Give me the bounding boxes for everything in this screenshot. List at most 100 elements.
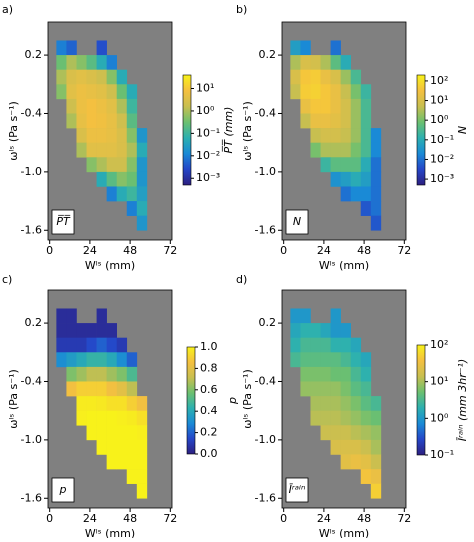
heatmap-cell <box>76 323 87 338</box>
heatmap-cell <box>350 366 362 382</box>
heatmap-cell <box>300 323 311 338</box>
inset-label: N <box>293 215 301 228</box>
heatmap-cell <box>340 113 352 129</box>
heatmap-cell <box>106 55 118 70</box>
heatmap-cell <box>290 84 301 100</box>
heatmap-cell <box>330 113 341 129</box>
heatmap-cell <box>340 69 352 85</box>
plot-frame <box>281 289 407 509</box>
colorbar-tick-label: 10² <box>430 74 448 87</box>
heatmap-cell <box>116 425 128 441</box>
colorbar-tick-label: 10⁻¹ <box>430 133 454 146</box>
heatmap-cell <box>350 337 362 353</box>
y-tick-label: -0.4 <box>21 374 42 387</box>
heatmap-cell <box>136 128 148 143</box>
heatmap-cell <box>350 84 362 100</box>
heatmap-cell <box>350 381 362 397</box>
heatmap-cell <box>320 381 331 397</box>
heatmap-cell <box>330 55 341 70</box>
heatmap-cell <box>290 69 301 85</box>
heatmap-cell <box>106 439 118 455</box>
colorbar-tick-label: 0.4 <box>200 404 218 417</box>
colorbar-tick-label: 0.0 <box>200 447 218 460</box>
heatmap-cell <box>330 157 341 173</box>
x-tick-label: 48 <box>357 512 371 525</box>
heatmap-cell <box>340 425 352 441</box>
x-tick-label: 72 <box>397 512 411 525</box>
heatmap-cell <box>300 69 311 85</box>
colorbar-label: p <box>226 397 239 405</box>
heatmap-cell <box>330 410 341 426</box>
heatmap-cell <box>66 40 77 56</box>
colorbar <box>182 74 192 186</box>
heatmap-cell <box>370 157 382 173</box>
colorbar-tick-label: 10⁻³ <box>430 172 454 185</box>
heatmap-cell <box>300 337 311 353</box>
heatmap-cell <box>310 84 321 100</box>
heatmap-cell <box>330 84 341 100</box>
heatmap-cell <box>370 215 382 231</box>
heatmap-cell <box>330 352 341 368</box>
heatmap-cell <box>56 352 67 368</box>
heatmap-cell <box>340 381 352 397</box>
colorbar-tick-label: 10⁻² <box>430 152 454 165</box>
heatmap-cell <box>76 142 87 158</box>
colorbar-tick-label: 10⁻¹ <box>430 448 454 461</box>
heatmap-cell <box>136 171 148 187</box>
heatmap-cell <box>136 142 148 158</box>
heatmap-cell <box>76 337 87 353</box>
x-tick-label: 24 <box>317 244 331 257</box>
heatmap-cell <box>106 337 118 353</box>
y-axis-label: ωˡˢ (Pa s⁻¹) <box>7 101 20 161</box>
heatmap-cell <box>350 186 362 202</box>
panel-label: b) <box>236 3 247 16</box>
heatmap-cell <box>96 171 107 187</box>
plot-frame <box>47 289 173 509</box>
heatmap-cell <box>340 128 352 143</box>
heatmap-cell <box>320 142 331 158</box>
heatmap-cell <box>360 128 372 143</box>
heatmap-cell <box>360 201 372 216</box>
heatmap-cell <box>56 69 67 85</box>
heatmap-cell <box>360 84 372 100</box>
heatmap-cell <box>360 439 372 455</box>
heatmap-cell <box>360 425 372 441</box>
heatmap-cell <box>56 337 67 353</box>
heatmap-cell <box>340 157 352 173</box>
heatmap-cell <box>290 352 301 368</box>
inset-label-box <box>51 209 75 235</box>
heatmap-cell <box>330 69 341 85</box>
heatmap-cell <box>340 396 352 411</box>
heatmap-cell <box>350 142 362 158</box>
heatmap-cell <box>96 410 107 426</box>
heatmap-cell <box>126 425 138 441</box>
heatmap-cell <box>96 381 107 397</box>
heatmap-cell <box>136 157 148 173</box>
heatmap-cell <box>310 381 321 397</box>
heatmap-cell <box>320 113 331 129</box>
heatmap-cell <box>96 308 107 324</box>
heatmap-cell <box>340 98 352 114</box>
heatmap-cell <box>86 323 97 338</box>
heatmap-cell <box>56 40 67 56</box>
heatmap-cell <box>136 215 148 231</box>
y-tick-label: -1.6 <box>21 223 42 236</box>
heatmap-cell <box>96 98 107 114</box>
heatmap-cell <box>116 352 128 368</box>
heatmap-cell <box>300 113 311 129</box>
colorbar-label: N <box>456 126 469 134</box>
heatmap-cell <box>290 337 301 353</box>
heatmap-cell <box>360 396 372 411</box>
heatmap-cell <box>310 337 321 353</box>
heatmap-cell <box>320 366 331 382</box>
heatmap-cell <box>126 410 138 426</box>
colorbar-label: Īʳᵃⁱⁿ (mm 3hr⁻¹) <box>456 359 469 441</box>
colorbar-tick-label: 10⁻¹ <box>196 126 220 139</box>
heatmap-cell <box>350 425 362 441</box>
heatmap-cell <box>126 84 138 100</box>
heatmap-cell <box>350 113 362 129</box>
heatmap-cell <box>96 425 107 441</box>
heatmap-cell <box>76 128 87 143</box>
heatmap-cell <box>96 128 107 143</box>
